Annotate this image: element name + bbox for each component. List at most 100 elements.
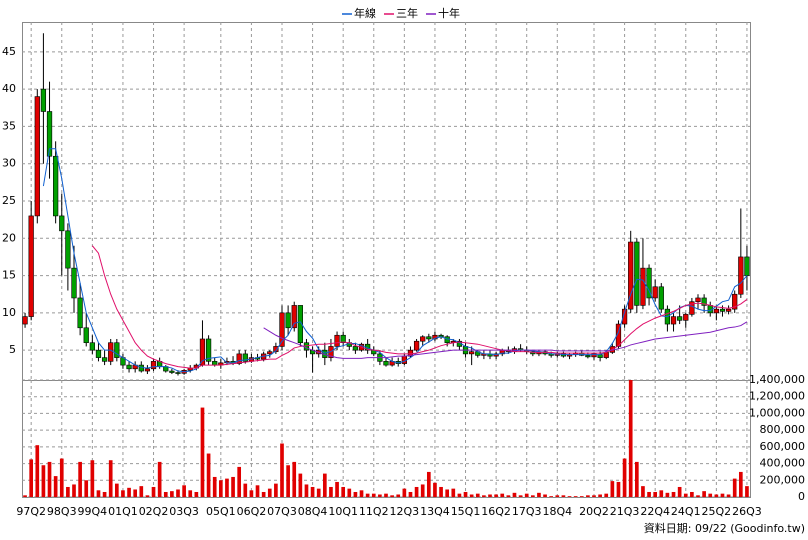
candle-body [89,342,95,351]
candle-body [701,297,707,306]
volume-bar [84,480,89,497]
volume-bar [439,486,443,497]
x-tick-label: 98Q3 [47,505,77,518]
volume-bar [579,496,584,497]
volume-bar [738,471,743,497]
candle-body [689,301,695,315]
volume-bar [457,493,462,497]
candle-body [267,351,273,355]
legend-label: 年線 [354,6,376,20]
volume-bar [310,486,315,497]
volume-bar [225,478,229,497]
candle-body [744,256,750,276]
volume-bar [35,445,40,497]
volume-bar [329,486,333,497]
legend-label: 十年 [438,6,460,20]
volume-bar [365,493,370,497]
volume-bar [322,473,327,497]
volume-bar [347,488,352,497]
volume-bar [445,489,450,497]
volume-bar [371,493,376,497]
volume-bar [96,490,101,497]
candle-body [469,351,475,355]
volume-bar [420,484,425,497]
candle-body [603,352,609,358]
volume-bar [482,495,486,497]
x-tick-label: 10Q1 [328,505,358,518]
ma-line [42,148,748,373]
volume-bar [280,443,284,497]
candle-body [713,308,719,314]
candle-body [236,353,242,364]
candle-body [725,308,732,312]
x-tick-label: 20Q2 [579,505,609,518]
candle-body [658,286,664,310]
candle-body [150,361,157,370]
volume-bar [537,492,541,497]
candle-body [53,155,59,217]
candle-body [677,316,683,321]
volume-bar [286,465,290,497]
volume-bar [41,465,46,497]
volume-bar [218,480,223,497]
volume-bar [66,486,70,497]
volume-bar [29,459,34,497]
volume-bar [745,486,749,497]
volume-tick-label: 1,200,000 [749,390,805,403]
x-tick-label: 06Q2 [237,505,267,518]
volume-bar [475,493,480,497]
volume-bar [133,489,138,497]
volume-bar [506,495,511,497]
candle-body [432,334,438,340]
volume-bar [390,495,394,497]
volume-bar [157,461,162,497]
volume-bar [378,494,382,497]
volume-tick-label: 200,000 [760,473,806,486]
volume-bar [592,495,596,497]
x-tick-label: 02Q2 [139,505,169,518]
candle-body [413,340,420,351]
volume-bar [702,491,706,497]
x-tick-label: 17Q3 [512,505,542,518]
volume-bar [543,494,547,497]
candle-body [615,323,622,347]
x-tick-label: 21Q3 [610,505,640,518]
volume-bar [139,486,144,497]
x-tick-label: 11Q2 [359,505,389,518]
x-tick-label: 13Q4 [420,505,450,518]
volume-bar [714,494,719,497]
candle-body [46,111,53,157]
volume-bar [163,491,168,497]
volume-bar [335,481,339,497]
x-tick-label: 03Q3 [169,505,199,518]
volume-bar [604,493,609,497]
volume-bar [647,491,651,497]
volume-tick-label: 800,000 [760,423,806,436]
volume-bar [298,473,303,497]
volume-bar [249,490,254,497]
candle-body [22,316,28,325]
volume-tick-label: 1,400,000 [749,373,805,386]
volume-bar [726,494,731,497]
x-tick-label: 01Q1 [108,505,138,518]
candle-body [138,364,144,372]
volume-bar [255,485,260,497]
volume-bar [108,460,113,497]
volume-bar [677,486,682,497]
volume-bar [304,484,309,497]
candle-body [426,336,432,340]
volume-bar [151,486,156,497]
candle-body [640,267,646,306]
candle-body [59,215,65,232]
volume-bar [488,494,492,497]
volume-bar [641,486,645,497]
volume-tick-label: 600,000 [760,440,806,453]
volume-bar [683,493,688,497]
candle-body [695,297,701,302]
y-tick-label: 40 [2,82,16,95]
candle-body [126,364,132,370]
volume-tick-label: 400,000 [760,457,806,470]
x-tick-label: 08Q4 [298,505,328,518]
volume-bar [696,495,700,497]
x-tick-label: 97Q2 [16,505,46,518]
